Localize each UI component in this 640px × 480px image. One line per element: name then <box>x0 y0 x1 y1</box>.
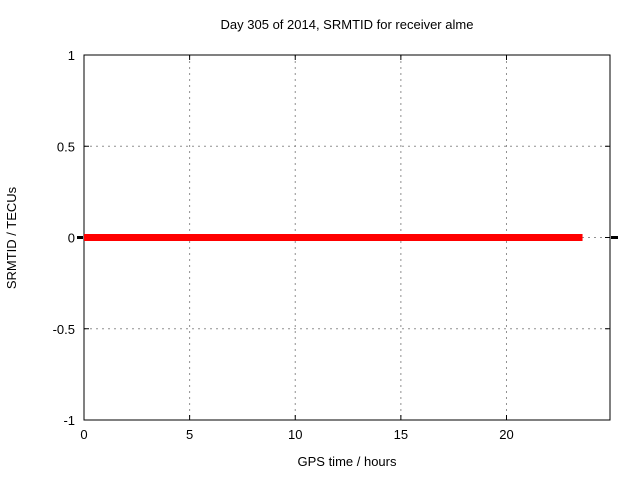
x-tick-label: 0 <box>80 427 87 442</box>
y-axis-label: SRMTID / TECUs <box>4 186 19 289</box>
y-tick-label: -0.5 <box>53 322 75 337</box>
y-tick-label: 0 <box>68 231 75 246</box>
y-tick-label: 0.5 <box>57 139 75 154</box>
chart-title: Day 305 of 2014, SRMTID for receiver alm… <box>221 17 474 32</box>
tick-labels: 0 5 10 15 20 -1 -0.5 0 0.5 1 <box>53 48 514 442</box>
x-tick-label: 5 <box>186 427 193 442</box>
x-tick-label: 10 <box>288 427 302 442</box>
y-tick-label: -1 <box>63 413 75 428</box>
y-tick-label: 1 <box>68 48 75 63</box>
x-tick-label: 20 <box>499 427 513 442</box>
x-tick-label: 15 <box>394 427 408 442</box>
x-axis-label: GPS time / hours <box>298 454 397 469</box>
